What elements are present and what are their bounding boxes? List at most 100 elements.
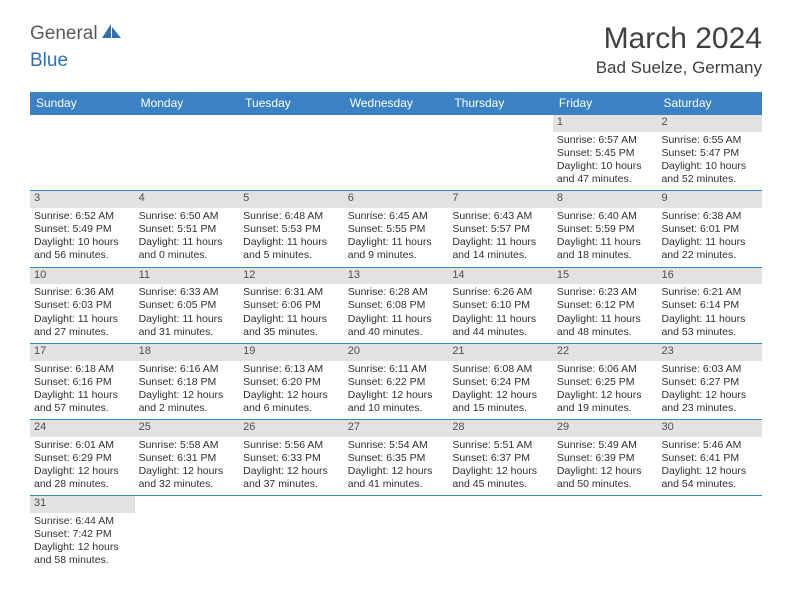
day-number <box>344 496 449 513</box>
day-sunset: Sunset: 6:24 PM <box>452 376 549 389</box>
day-details: Sunrise: 6:31 AMSunset: 6:06 PMDaylight:… <box>239 284 344 343</box>
day-day2: and 53 minutes. <box>661 326 758 339</box>
day-sunrise: Sunrise: 6:21 AM <box>661 286 758 299</box>
day-details: Sunrise: 6:43 AMSunset: 5:57 PMDaylight:… <box>448 208 553 267</box>
calendar-cell: 25 Sunrise: 5:58 AMSunset: 6:31 PMDayligh… <box>135 420 240 495</box>
day-day2: and 10 minutes. <box>348 402 445 415</box>
day-number: 24 <box>30 420 135 437</box>
day-details: Sunrise: 6:11 AMSunset: 6:22 PMDaylight:… <box>344 361 449 420</box>
day-sunset: Sunset: 6:16 PM <box>34 376 131 389</box>
day-sunrise: Sunrise: 5:58 AM <box>139 439 236 452</box>
calendar-cell: 8Sunrise: 6:40 AMSunset: 5:59 PMDaylight… <box>553 191 658 266</box>
calendar-cell: 13Sunrise: 6:28 AMSunset: 6:08 PMDayligh… <box>344 268 449 343</box>
calendar-cell: 2Sunrise: 6:55 AMSunset: 5:47 PMDaylight… <box>657 115 762 190</box>
day-day1: Daylight: 10 hours <box>557 160 654 173</box>
calendar-header-row: SundayMondayTuesdayWednesdayThursdayFrid… <box>30 92 762 115</box>
day-sunset: Sunset: 6:41 PM <box>661 452 758 465</box>
day-sunset: Sunset: 6:39 PM <box>557 452 654 465</box>
day-sunrise: Sunrise: 5:51 AM <box>452 439 549 452</box>
day-sunrise: Sunrise: 6:18 AM <box>34 363 131 376</box>
calendar-cell: 10Sunrise: 6:36 AMSunset: 6:03 PMDayligh… <box>30 268 135 343</box>
day-day1: Daylight: 11 hours <box>557 313 654 326</box>
day-number: 3 <box>30 191 135 208</box>
day-day1: Daylight: 12 hours <box>348 389 445 402</box>
day-details: Sunrise: 6:28 AMSunset: 6:08 PMDaylight:… <box>344 284 449 343</box>
day-sunrise: Sunrise: 6:11 AM <box>348 363 445 376</box>
day-sunrise: Sunrise: 6:50 AM <box>139 210 236 223</box>
day-day1: Daylight: 10 hours <box>34 236 131 249</box>
day-day1: Daylight: 11 hours <box>139 236 236 249</box>
day-day2: and 44 minutes. <box>452 326 549 339</box>
day-day1: Daylight: 11 hours <box>661 313 758 326</box>
day-sunrise: Sunrise: 5:46 AM <box>661 439 758 452</box>
day-sunset: Sunset: 6:31 PM <box>139 452 236 465</box>
day-day2: and 0 minutes. <box>139 249 236 262</box>
day-sunset: Sunset: 6:05 PM <box>139 299 236 312</box>
day-sunset: Sunset: 6:06 PM <box>243 299 340 312</box>
day-sunrise: Sunrise: 5:49 AM <box>557 439 654 452</box>
day-number <box>344 115 449 132</box>
day-day2: and 58 minutes. <box>34 554 131 567</box>
day-day2: and 57 minutes. <box>34 402 131 415</box>
calendar-row: 24Sunrise: 6:01 AMSunset: 6:29 PMDayligh… <box>30 420 762 496</box>
logo-text-blue: Blue <box>30 50 68 71</box>
day-day2: and 9 minutes. <box>348 249 445 262</box>
day-day1: Daylight: 10 hours <box>661 160 758 173</box>
day-number: 27 <box>344 420 449 437</box>
day-day2: and 6 minutes. <box>243 402 340 415</box>
calendar-cell <box>657 496 762 571</box>
calendar-cell: 20Sunrise: 6:11 AMSunset: 6:22 PMDayligh… <box>344 344 449 419</box>
day-day2: and 45 minutes. <box>452 478 549 491</box>
day-sunset: Sunset: 5:57 PM <box>452 223 549 236</box>
day-number: 22 <box>553 344 658 361</box>
weekday-header: Tuesday <box>239 92 344 115</box>
day-details: Sunrise: 5:49 AMSunset: 6:39 PMDaylight:… <box>553 437 658 496</box>
calendar-cell: 26Sunrise: 5:56 AMSunset: 6:33 PMDayligh… <box>239 420 344 495</box>
day-sunset: Sunset: 5:45 PM <box>557 147 654 160</box>
day-sunrise: Sunrise: 6:03 AM <box>661 363 758 376</box>
day-number: 5 <box>239 191 344 208</box>
day-day1: Daylight: 11 hours <box>34 313 131 326</box>
day-sunset: Sunset: 6:18 PM <box>139 376 236 389</box>
day-day2: and 35 minutes. <box>243 326 340 339</box>
day-day1: Daylight: 12 hours <box>139 465 236 478</box>
day-number: 25 <box>135 420 240 437</box>
calendar-row: 17 Sunrise: 6:18 AMSunset: 6:16 PM Dayligh… <box>30 344 762 420</box>
calendar-cell: 23Sunrise: 6:03 AMSunset: 6:27 PMDayligh… <box>657 344 762 419</box>
day-sunrise: Sunrise: 6:52 AM <box>34 210 131 223</box>
calendar-cell: 1Sunrise: 6:57 AMSunset: 5:45 PMDaylight… <box>553 115 658 190</box>
calendar-cell: 30Sunrise: 5:46 AMSunset: 6:41 PMDayligh… <box>657 420 762 495</box>
weekday-header: Thursday <box>448 92 553 115</box>
title-block: March 2024 Bad Suelze, Germany <box>596 22 762 78</box>
day-number <box>239 496 344 513</box>
day-sunset: Sunset: 6:37 PM <box>452 452 549 465</box>
day-day2: and 31 minutes. <box>139 326 236 339</box>
day-number: 29 <box>553 420 658 437</box>
day-sunrise: Sunrise: 6:13 AM <box>243 363 340 376</box>
day-number: 21 <box>448 344 553 361</box>
day-details: Sunrise: 6:38 AMSunset: 6:01 PMDaylight:… <box>657 208 762 267</box>
day-sunrise: Sunrise: 6:43 AM <box>452 210 549 223</box>
day-sunrise: Sunrise: 6:55 AM <box>661 134 758 147</box>
day-number: 17 <box>30 344 135 361</box>
day-sunrise: Sunrise: 6:44 AM <box>34 515 131 528</box>
day-day1: Daylight: 12 hours <box>348 465 445 478</box>
day-number: 11 <box>135 268 240 285</box>
day-day2: and 18 minutes. <box>557 249 654 262</box>
day-number: 13 <box>344 268 449 285</box>
day-number: 1 <box>553 115 658 132</box>
day-sunset: Sunset: 6:33 PM <box>243 452 340 465</box>
day-details: Sunrise: 6:40 AMSunset: 5:59 PMDaylight:… <box>553 208 658 267</box>
day-number <box>448 496 553 513</box>
day-sunset: Sunset: 5:53 PM <box>243 223 340 236</box>
day-details: Sunrise: 6:50 AMSunset: 5:51 PMDaylight:… <box>135 208 240 267</box>
day-number: 14 <box>448 268 553 285</box>
day-details: Sunrise: 5:46 AMSunset: 6:41 PMDaylight:… <box>657 437 762 496</box>
calendar-row: 31Sunrise: 6:44 AMSunset: 7:42 PMDayligh… <box>30 496 762 571</box>
day-number: 23 <box>657 344 762 361</box>
calendar-cell <box>135 496 240 571</box>
day-sunset: Sunset: 6:10 PM <box>452 299 549 312</box>
day-details: Sunrise: 6:48 AMSunset: 5:53 PMDaylight:… <box>239 208 344 267</box>
calendar-cell: 16Sunrise: 6:21 AMSunset: 6:14 PMDayligh… <box>657 268 762 343</box>
day-number <box>239 115 344 132</box>
